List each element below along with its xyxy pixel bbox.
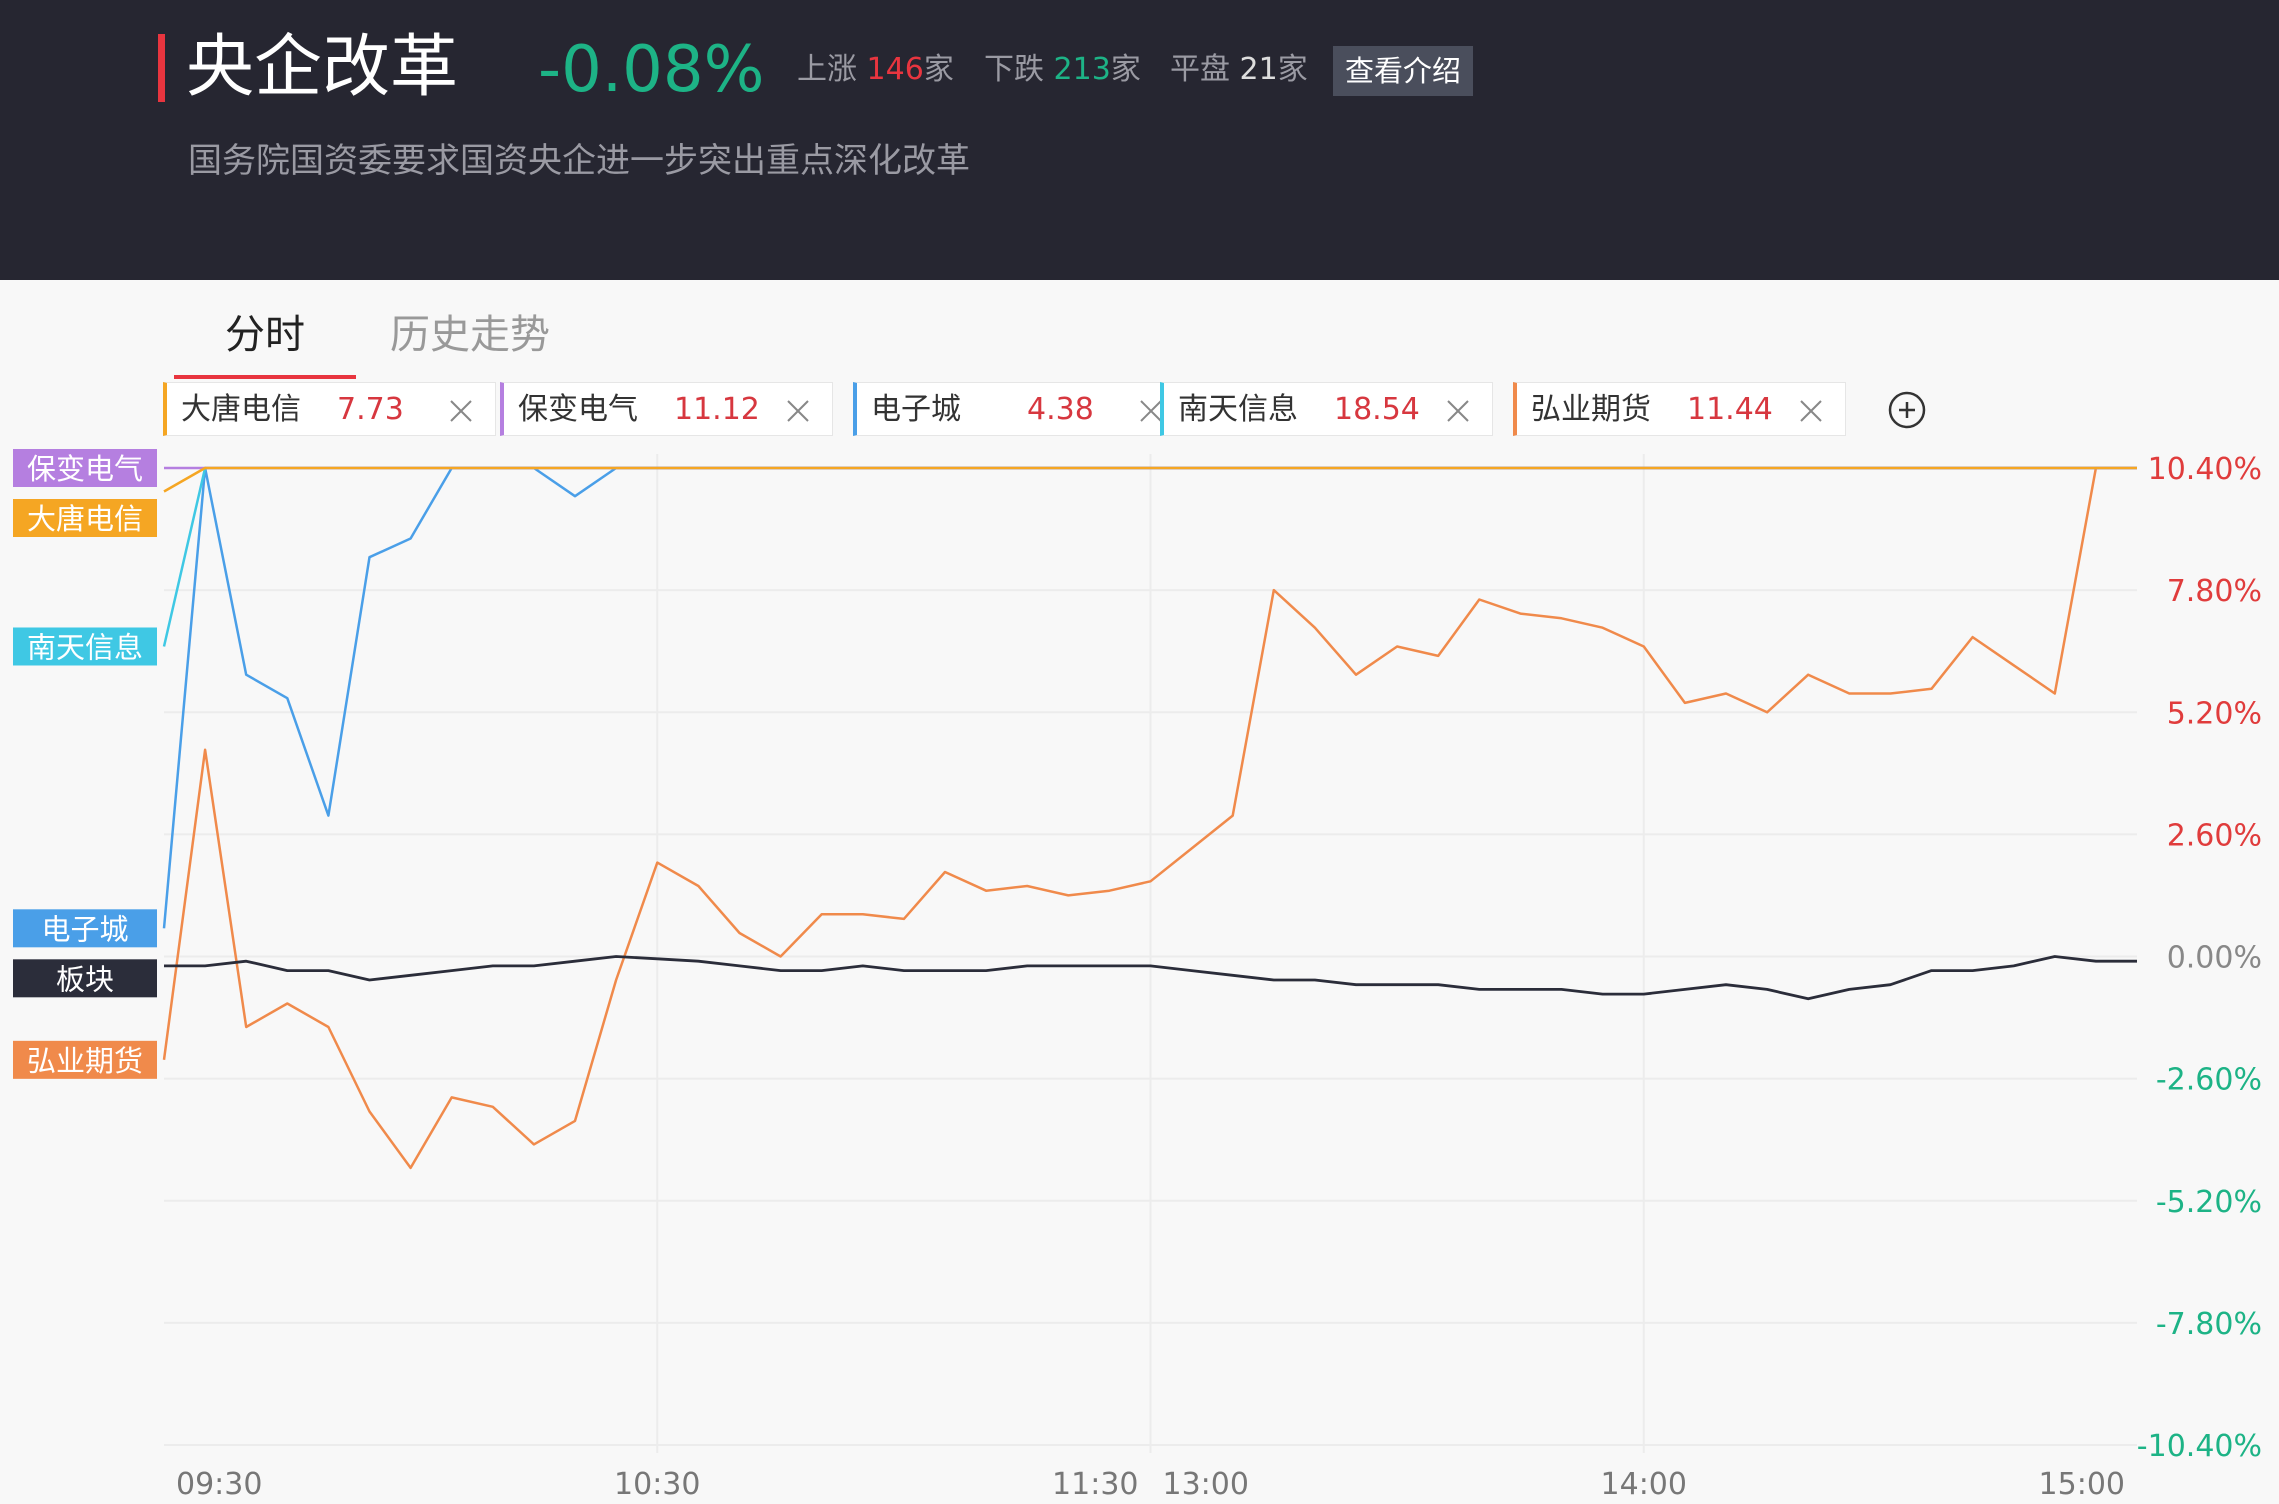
legend-label: 弘业期货 xyxy=(27,1044,143,1078)
stock-price: 7.73 xyxy=(337,392,404,427)
label: 下跌 xyxy=(984,52,1044,87)
remove-icon[interactable] xyxy=(1446,399,1470,423)
chart: -10.40% -7.80% -5.20% -2.60% 0.00% 2.60% 5.20%… xyxy=(13,449,2262,1502)
y-tick-label: -7.80% xyxy=(2156,1307,2262,1342)
series-tag: 电子城 xyxy=(13,909,157,948)
x-tick-label: 15:00 xyxy=(2039,1467,2125,1502)
header: 央企改革 -0.08% 上涨 146家 下跌 213家 平盘 21家 查看介绍 … xyxy=(0,0,2279,280)
y-tick-label: 10.40% xyxy=(2148,452,2262,487)
tab-underline xyxy=(174,375,356,379)
stock-price: 11.12 xyxy=(674,392,760,427)
sector-change: -0.08% xyxy=(538,33,765,107)
series-line xyxy=(164,955,2137,1001)
series-tag: 大唐电信 xyxy=(13,499,157,537)
unit: 家 xyxy=(923,52,954,87)
x-tick-label: 09:30 xyxy=(176,1467,262,1502)
flat-stat: 平盘 21家 xyxy=(1170,50,1308,90)
y-tick-label: 0.00% xyxy=(2167,941,2262,976)
legend-label: 保变电气 xyxy=(27,452,143,486)
tag-box xyxy=(13,1040,157,1079)
remove-icon[interactable] xyxy=(1139,399,1163,423)
y-tick-label: 2.60% xyxy=(2167,818,2262,853)
tab[interactable]: 历史走势 xyxy=(390,312,550,358)
unit: 家 xyxy=(1110,52,1141,87)
stock-chips: 大唐电信 7.73 保变电气 11.12 电子城 4.38 南天信息 18.54 弘业期货 11.… xyxy=(0,380,2279,440)
remove-icon[interactable] xyxy=(449,399,473,423)
sector-subtitle: 国务院国资委要求国资央企进一步突出重点深化改革 xyxy=(188,141,970,181)
intro-button[interactable]: 查看介绍 xyxy=(1333,46,1473,96)
stock-name: 电子城 xyxy=(871,392,961,427)
y-tick-label: -2.60% xyxy=(2156,1063,2262,1098)
tag-box xyxy=(13,909,157,948)
tab[interactable]: 分时 xyxy=(225,312,305,358)
y-tick-label: 7.80% xyxy=(2167,574,2262,609)
y-tick-label: 5.20% xyxy=(2167,696,2262,731)
stock-chip[interactable]: 大唐电信 7.73 xyxy=(163,382,496,436)
stock-name: 保变电气 xyxy=(518,392,638,427)
stock-price: 18.54 xyxy=(1334,392,1420,427)
stock-chip[interactable]: 弘业期货 11.44 xyxy=(1513,382,1846,436)
y-tick-label: -10.40% xyxy=(2137,1429,2262,1464)
stock-name: 大唐电信 xyxy=(181,392,301,427)
remove-icon[interactable] xyxy=(1799,399,1823,423)
stock-chip[interactable]: 电子城 4.38 xyxy=(853,382,1186,436)
x-tick-label: 11:30 xyxy=(1052,1467,1138,1502)
legend-label: 电子城 xyxy=(41,912,128,946)
label: 平盘 xyxy=(1170,52,1230,87)
series-tag: 保变电气 xyxy=(13,449,157,487)
count: 213 xyxy=(1053,52,1111,87)
stock-price: 11.44 xyxy=(1687,392,1773,427)
stock-chip[interactable]: 保变电气 11.12 xyxy=(500,382,833,436)
legend-label: 板块 xyxy=(56,962,114,996)
count: 146 xyxy=(866,52,924,87)
label: 上涨 xyxy=(797,52,857,87)
down-stat: 下跌 213家 xyxy=(984,50,1141,90)
stock-price: 4.38 xyxy=(1027,392,1094,427)
x-tick-label: 13:00 xyxy=(1163,1467,1249,1502)
legend-label: 南天信息 xyxy=(27,630,143,664)
tag-box xyxy=(13,627,157,666)
tag-box xyxy=(13,449,157,487)
series-line xyxy=(162,466,2137,1170)
stock-name: 南天信息 xyxy=(1178,392,1298,427)
stock-chip[interactable]: 南天信息 18.54 xyxy=(1160,382,1493,436)
tag-box xyxy=(13,499,157,537)
stock-name: 弘业期货 xyxy=(1531,392,1651,427)
title-marker xyxy=(158,34,165,102)
series-line xyxy=(163,466,2137,493)
count: 21 xyxy=(1239,52,1278,87)
unit: 家 xyxy=(1277,52,1308,87)
add-stock-button[interactable] xyxy=(1887,390,1927,430)
tabs: 分时 历史走势 xyxy=(0,280,2279,380)
tag-box xyxy=(13,959,157,998)
series-tag: 南天信息 xyxy=(13,627,157,666)
up-stat: 上涨 146家 xyxy=(797,50,954,90)
x-tick-label: 10:30 xyxy=(614,1467,700,1502)
legend-label: 大唐电信 xyxy=(27,502,143,536)
x-tick-label: 14:00 xyxy=(1601,1467,1687,1502)
series-tag: 弘业期货 xyxy=(13,1040,157,1079)
remove-icon[interactable] xyxy=(786,399,810,423)
y-tick-label: -5.20% xyxy=(2156,1185,2262,1220)
sector-title: 央企改革 xyxy=(186,28,459,107)
series-tag: 板块 xyxy=(13,959,157,998)
